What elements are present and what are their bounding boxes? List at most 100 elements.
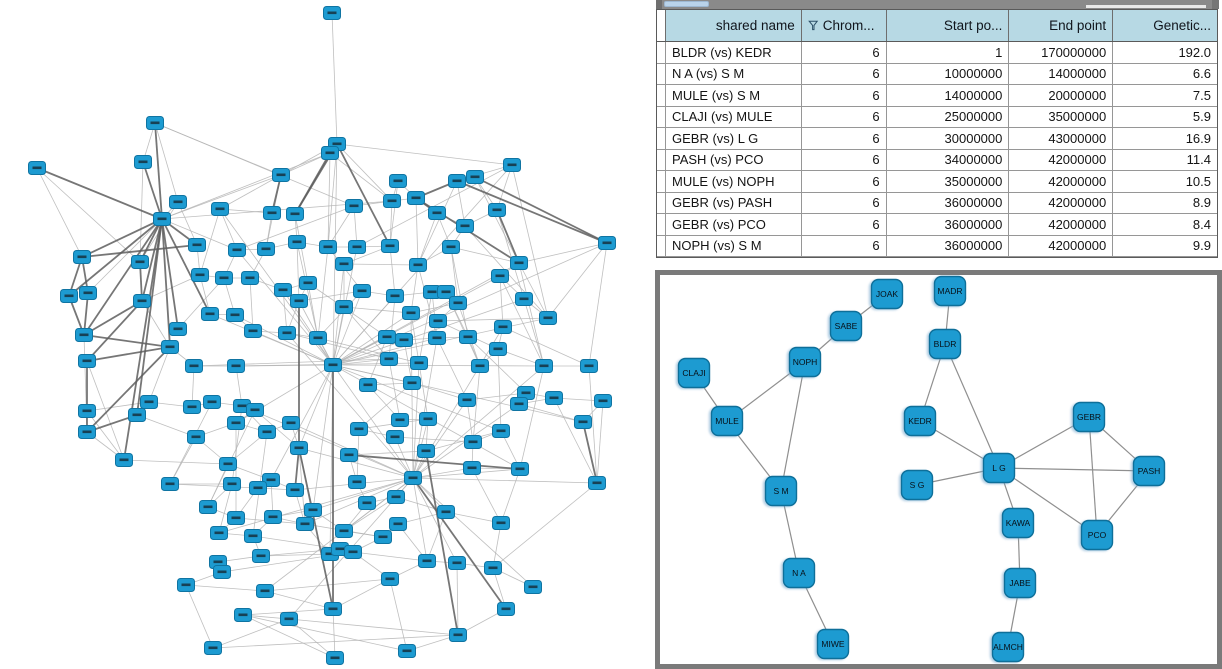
network-edge[interactable] <box>411 382 468 401</box>
network-edge[interactable] <box>87 218 163 294</box>
network-node[interactable] <box>515 292 533 306</box>
network-edge[interactable] <box>332 262 520 366</box>
network-node[interactable] <box>348 240 366 254</box>
network-edge[interactable] <box>317 337 420 364</box>
network-edge[interactable] <box>412 477 428 562</box>
network-node[interactable] <box>449 628 467 642</box>
network-node[interactable] <box>410 356 428 370</box>
network-edge[interactable] <box>497 348 502 432</box>
network-edge[interactable] <box>298 447 334 610</box>
network-node-miwe[interactable]: MIWE <box>816 628 850 660</box>
network-node[interactable] <box>282 416 300 430</box>
network-node[interactable] <box>246 403 264 417</box>
network-node[interactable] <box>417 444 435 458</box>
network-edge[interactable] <box>472 365 481 443</box>
network-edge[interactable] <box>332 263 345 366</box>
network-edge[interactable] <box>518 403 584 423</box>
network-edge[interactable] <box>218 483 233 534</box>
network-edge[interactable] <box>450 246 469 338</box>
network-edge[interactable] <box>154 122 355 207</box>
network-node[interactable] <box>464 435 482 449</box>
network-edge[interactable] <box>169 483 259 489</box>
network-node[interactable] <box>249 481 267 495</box>
network-edge[interactable] <box>410 264 419 314</box>
network-node[interactable] <box>383 194 401 208</box>
network-edge[interactable] <box>141 300 171 348</box>
network-node[interactable] <box>358 496 376 510</box>
sort-filter-icon[interactable] <box>807 20 819 31</box>
network-edge[interactable] <box>456 562 459 636</box>
network-node[interactable] <box>183 400 201 414</box>
network-node[interactable] <box>280 612 298 626</box>
network-node[interactable] <box>471 359 489 373</box>
network-node-s-m[interactable]: S M <box>764 475 798 507</box>
network-node[interactable] <box>234 608 252 622</box>
network-edge[interactable] <box>282 289 288 334</box>
table-row[interactable]: GEBR (vs) PASH 6 36000000 42000000 8.9 <box>657 192 1217 214</box>
network-node[interactable] <box>492 516 510 530</box>
network-node[interactable] <box>580 359 598 373</box>
network-edge[interactable] <box>336 143 393 202</box>
network-edge[interactable] <box>425 430 502 452</box>
network-edge[interactable] <box>185 584 266 592</box>
network-node[interactable] <box>227 359 245 373</box>
network-node[interactable] <box>428 331 446 345</box>
network-node[interactable] <box>466 170 484 184</box>
network-edge[interactable] <box>998 467 1150 472</box>
network-node[interactable] <box>395 333 413 347</box>
network-edge[interactable] <box>358 382 413 430</box>
network-edge[interactable] <box>36 167 163 220</box>
network-edge[interactable] <box>518 242 608 264</box>
network-node[interactable] <box>402 306 420 320</box>
network-edge[interactable] <box>241 405 414 479</box>
table-row[interactable]: PASH (vs) PCO 6 34000000 42000000 11.4 <box>657 149 1217 171</box>
network-node[interactable] <box>169 322 187 336</box>
network-node[interactable] <box>252 549 270 563</box>
network-node[interactable] <box>588 476 606 490</box>
network-node-pash[interactable]: PASH <box>1132 455 1166 487</box>
network-node[interactable] <box>211 202 229 216</box>
network-edge[interactable] <box>332 364 584 423</box>
network-edge[interactable] <box>142 161 163 220</box>
network-node[interactable] <box>404 471 422 485</box>
network-edge[interactable] <box>588 365 598 484</box>
column-header-start-po[interactable]: Start po... <box>887 10 1010 41</box>
network-node[interactable] <box>323 6 341 20</box>
network-edge[interactable] <box>36 167 141 263</box>
network-node[interactable] <box>442 240 460 254</box>
network-edge[interactable] <box>415 197 419 266</box>
network-node[interactable] <box>304 503 322 517</box>
network-node[interactable] <box>463 461 481 475</box>
network-edge[interactable] <box>412 399 468 479</box>
network-node[interactable] <box>169 195 187 209</box>
network-node[interactable] <box>244 324 262 338</box>
network-edge[interactable] <box>327 152 331 248</box>
network-edge[interactable] <box>944 343 1000 469</box>
network-edge[interactable] <box>148 346 171 403</box>
network-edge[interactable] <box>412 467 473 479</box>
network-node[interactable] <box>321 146 339 160</box>
network-node[interactable] <box>492 424 510 438</box>
network-edge[interactable] <box>519 365 545 470</box>
network-edge[interactable] <box>83 334 171 348</box>
network-edge[interactable] <box>998 467 1098 536</box>
network-edge[interactable] <box>389 180 399 247</box>
network-edge[interactable] <box>499 275 545 367</box>
network-node[interactable] <box>429 314 447 328</box>
network-edge[interactable] <box>367 336 388 386</box>
network-node[interactable] <box>203 395 221 409</box>
network-edge[interactable] <box>417 212 438 266</box>
network-node[interactable] <box>381 239 399 253</box>
network-node-bldr[interactable]: BLDR <box>928 328 962 360</box>
network-node[interactable] <box>524 580 542 594</box>
network-node[interactable] <box>286 483 304 497</box>
network-edge[interactable] <box>270 364 334 481</box>
network-node[interactable] <box>335 257 353 271</box>
network-node-joak[interactable]: JOAK <box>870 278 904 310</box>
network-node[interactable] <box>227 416 245 430</box>
network-edge[interactable] <box>511 164 549 319</box>
network-node[interactable] <box>215 271 233 285</box>
network-node[interactable] <box>309 331 327 345</box>
network-edge[interactable] <box>139 161 144 263</box>
network-edge[interactable] <box>417 180 458 266</box>
